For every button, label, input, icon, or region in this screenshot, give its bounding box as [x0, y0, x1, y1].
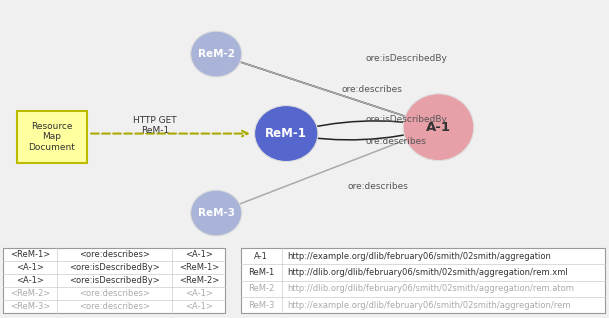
Text: ReM-2: ReM-2 [248, 284, 275, 293]
Text: Resource
Map
Document: Resource Map Document [29, 122, 75, 152]
Ellipse shape [191, 31, 242, 77]
Text: ore:describes: ore:describes [365, 137, 426, 146]
Text: <ReM-1>: <ReM-1> [10, 250, 50, 259]
Text: <ore:describes>: <ore:describes> [79, 250, 150, 259]
Text: <ReM-2>: <ReM-2> [178, 276, 219, 285]
Text: ore:isDescribedBy: ore:isDescribedBy [365, 115, 447, 124]
Text: <ReM-1>: <ReM-1> [178, 263, 219, 272]
Text: ReM-2: ReM-2 [198, 49, 234, 59]
Text: <A-1>: <A-1> [185, 302, 213, 311]
Text: <A-1>: <A-1> [185, 289, 213, 298]
Text: <A-1>: <A-1> [185, 250, 213, 259]
Text: ore:describes: ore:describes [347, 182, 408, 190]
Text: <ore:describes>: <ore:describes> [79, 302, 150, 311]
Text: ore:isDescribedBy: ore:isDescribedBy [365, 54, 447, 63]
Text: http://example.org/dlib/february06/smith/02smith/aggregation: http://example.org/dlib/february06/smith… [287, 252, 551, 261]
Bar [241, 248, 605, 313]
Text: <A-1>: <A-1> [16, 276, 44, 285]
Text: http://dlib.org/dlib/february06/smith/02smith/aggregation/rem.atom: http://dlib.org/dlib/february06/smith/02… [287, 284, 574, 293]
FancyBboxPatch shape [17, 111, 86, 163]
Text: http://example.org/dlib/february06/smith/02smith/aggregation/rem: http://example.org/dlib/february06/smith… [287, 301, 571, 310]
Text: ReM-1: ReM-1 [266, 127, 307, 140]
Ellipse shape [403, 94, 474, 161]
Text: A-1: A-1 [255, 252, 268, 261]
Text: ReM-3: ReM-3 [198, 208, 234, 218]
Text: <ReM-2>: <ReM-2> [10, 289, 50, 298]
Text: <ReM-3>: <ReM-3> [10, 302, 50, 311]
Text: ore:describes: ore:describes [341, 85, 402, 93]
Text: HTTP GET
ReM-1: HTTP GET ReM-1 [133, 116, 177, 135]
Text: http://dlib.org/dlib/february06/smith/02smith/aggregation/rem.xml: http://dlib.org/dlib/february06/smith/02… [287, 268, 568, 277]
Text: <A-1>: <A-1> [16, 263, 44, 272]
Text: ReM-3: ReM-3 [248, 301, 275, 310]
Text: <ore:describes>: <ore:describes> [79, 289, 150, 298]
Bar [3, 248, 225, 313]
Text: <ore:isDescribedBy>: <ore:isDescribedBy> [69, 263, 160, 272]
Text: <ore:isDescribedBy>: <ore:isDescribedBy> [69, 276, 160, 285]
Text: A-1: A-1 [426, 121, 451, 134]
Text: ReM-1: ReM-1 [248, 268, 275, 277]
Ellipse shape [191, 190, 242, 236]
Ellipse shape [255, 106, 318, 162]
